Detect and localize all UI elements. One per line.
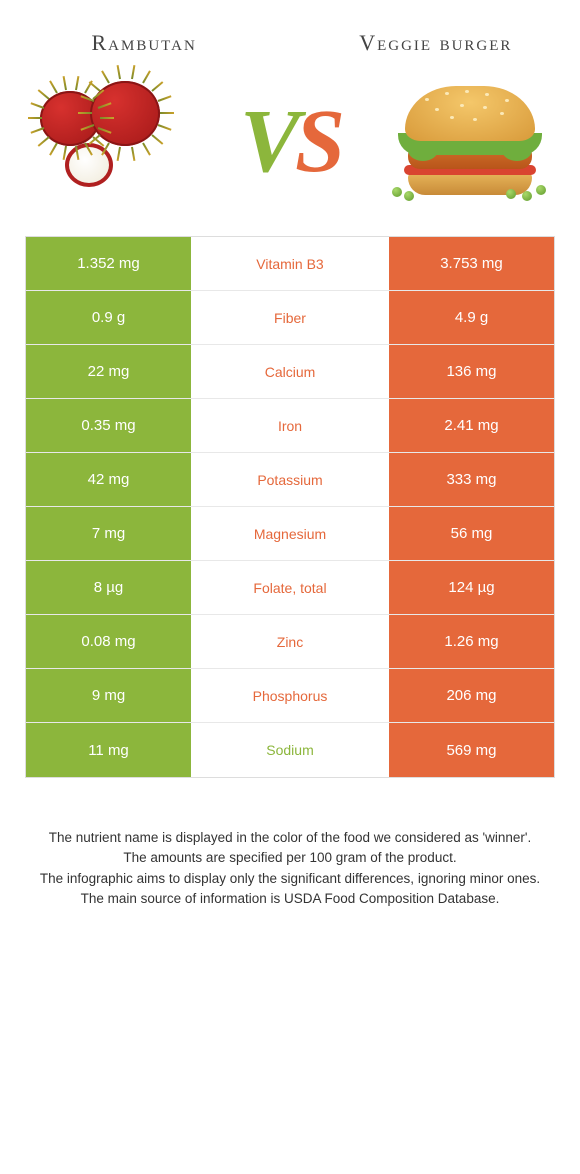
table-row: 9 mgPhosphorus206 mg	[26, 669, 554, 723]
table-row: 0.35 mgIron2.41 mg	[26, 399, 554, 453]
footer-line-1: The nutrient name is displayed in the co…	[30, 828, 550, 848]
left-value: 22 mg	[26, 345, 191, 398]
left-value: 42 mg	[26, 453, 191, 506]
footer-line-4: The main source of information is USDA F…	[30, 889, 550, 909]
table-row: 11 mgSodium569 mg	[26, 723, 554, 777]
nutrient-name: Magnesium	[191, 507, 389, 560]
right-value: 1.26 mg	[389, 615, 554, 668]
table-row: 1.352 mgVitamin B33.753 mg	[26, 237, 554, 291]
nutrient-name: Phosphorus	[191, 669, 389, 722]
nutrient-name: Folate, total	[191, 561, 389, 614]
vs-label: VS	[240, 90, 340, 193]
right-food-image	[390, 76, 550, 206]
right-value: 569 mg	[389, 723, 554, 777]
nutrient-name: Fiber	[191, 291, 389, 344]
right-value: 136 mg	[389, 345, 554, 398]
table-row: 7 mgMagnesium56 mg	[26, 507, 554, 561]
right-value: 56 mg	[389, 507, 554, 560]
left-value: 9 mg	[26, 669, 191, 722]
right-value: 3.753 mg	[389, 237, 554, 290]
left-food-image	[30, 76, 190, 206]
nutrient-name: Iron	[191, 399, 389, 452]
table-row: 8 µgFolate, total124 µg	[26, 561, 554, 615]
nutrient-name: Zinc	[191, 615, 389, 668]
table-row: 22 mgCalcium136 mg	[26, 345, 554, 399]
nutrient-name: Calcium	[191, 345, 389, 398]
left-value: 0.08 mg	[26, 615, 191, 668]
nutrient-name: Sodium	[191, 723, 389, 777]
left-value: 8 µg	[26, 561, 191, 614]
table-row: 42 mgPotassium333 mg	[26, 453, 554, 507]
left-value: 0.9 g	[26, 291, 191, 344]
nutrient-name: Potassium	[191, 453, 389, 506]
left-value: 1.352 mg	[26, 237, 191, 290]
right-value: 124 µg	[389, 561, 554, 614]
comparison-table: 1.352 mgVitamin B33.753 mg0.9 gFiber4.9 …	[25, 236, 555, 778]
footer-line-2: The amounts are specified per 100 gram o…	[30, 848, 550, 868]
left-value: 11 mg	[26, 723, 191, 777]
right-value: 333 mg	[389, 453, 554, 506]
title-row: Rambutan Veggie burger	[0, 0, 580, 66]
vs-s: S	[295, 92, 340, 191]
left-title: Rambutan	[40, 30, 248, 56]
right-title: Veggie burger	[332, 30, 540, 56]
left-value: 0.35 mg	[26, 399, 191, 452]
footer-notes: The nutrient name is displayed in the co…	[0, 778, 580, 949]
nutrient-name: Vitamin B3	[191, 237, 389, 290]
table-row: 0.08 mgZinc1.26 mg	[26, 615, 554, 669]
infographic: Rambutan Veggie burger VS	[0, 0, 580, 949]
left-value: 7 mg	[26, 507, 191, 560]
vs-v: V	[240, 92, 295, 191]
right-value: 2.41 mg	[389, 399, 554, 452]
right-value: 4.9 g	[389, 291, 554, 344]
table-row: 0.9 gFiber4.9 g	[26, 291, 554, 345]
footer-line-3: The infographic aims to display only the…	[30, 869, 550, 889]
hero-row: VS	[0, 66, 580, 236]
right-value: 206 mg	[389, 669, 554, 722]
